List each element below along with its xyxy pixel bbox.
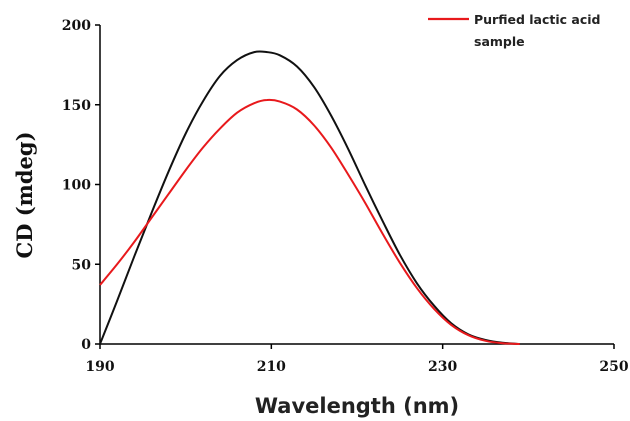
y-axis-label: CD (mdeg) (12, 131, 37, 258)
y-tick-label: 0 (81, 337, 91, 353)
legend-label-line2: sample (474, 34, 525, 49)
y-tick-label: 150 (62, 98, 91, 114)
y-tick-label: 100 (62, 178, 91, 194)
y-tick-label: 200 (62, 18, 91, 34)
series-line-red (99, 98, 520, 345)
y-ticks: 0 50 100 150 200 (62, 18, 100, 353)
legend-label-line1: Purfied lactic acid (474, 12, 601, 27)
x-axis-label: Wavelength (nm) (255, 394, 459, 418)
x-tick-label: 250 (599, 359, 628, 375)
y-tick-label: 50 (72, 257, 92, 273)
x-ticks: 190 210 230 250 (85, 344, 629, 375)
x-tick-label: 230 (428, 359, 457, 375)
x-tick-label: 190 (85, 359, 114, 375)
series-line-black (99, 50, 520, 345)
axes (99, 25, 614, 345)
legend: Purfied lactic acid sample (428, 12, 601, 49)
x-tick-label: 210 (257, 359, 286, 375)
series-layer (99, 50, 520, 345)
